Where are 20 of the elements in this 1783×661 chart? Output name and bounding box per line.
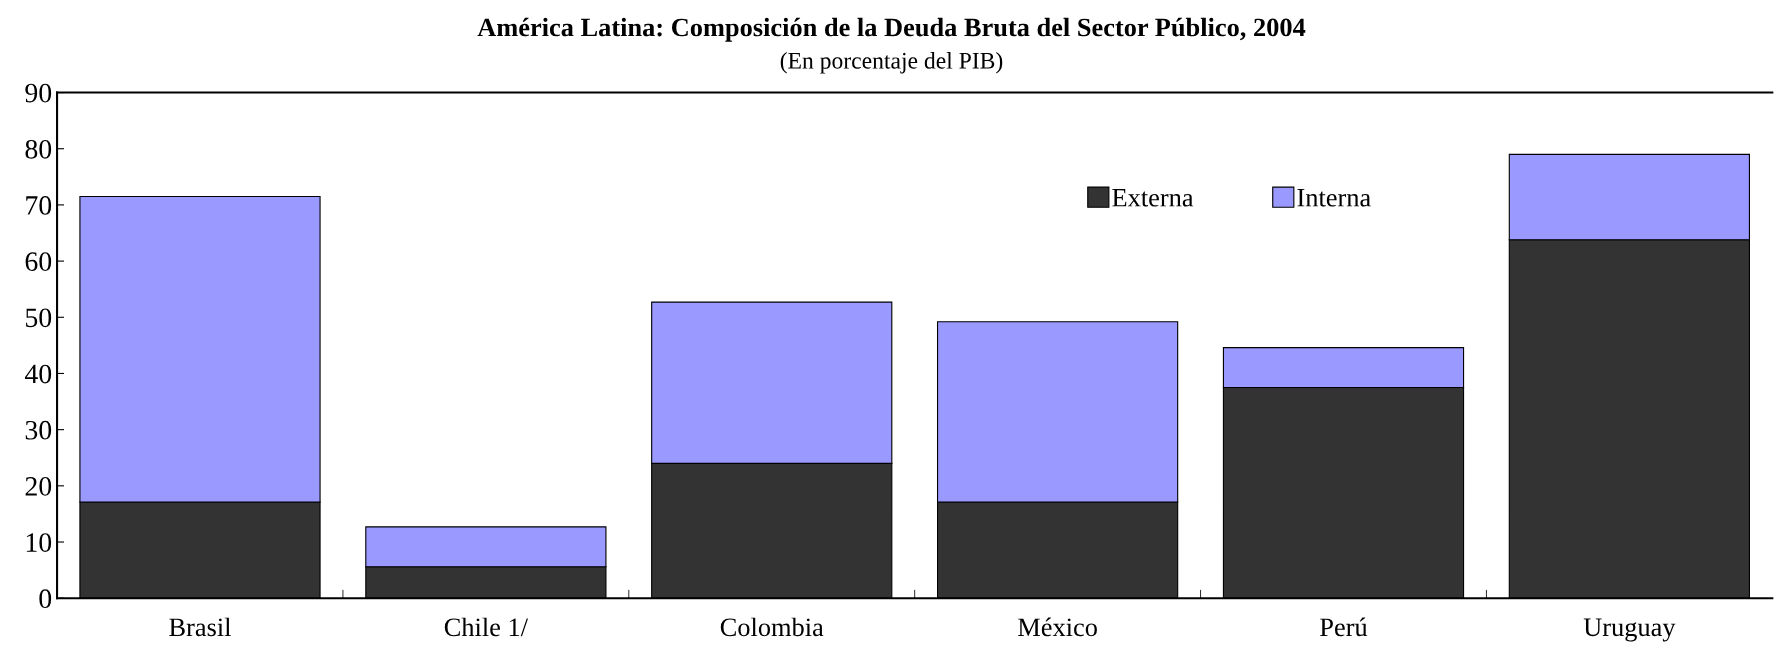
- chart-subtitle: (En porcentaje del PIB): [780, 52, 1003, 74]
- x-tick-label: Perú: [1320, 617, 1368, 637]
- y-tick-label: 60: [25, 252, 52, 272]
- y-tick-label: 30: [25, 420, 52, 440]
- x-tick-label: México: [1018, 617, 1097, 637]
- y-tick-label: 50: [26, 308, 52, 328]
- y-tick-label: 80: [25, 139, 52, 159]
- x-tick-label: Brasil: [169, 617, 231, 637]
- y-tick-label: 40: [24, 364, 52, 384]
- chart-title: América Latina: Composición de la Deuda Bruta del Sector Público, 2004: [477, 17, 1306, 42]
- legend-label: Interna: [1297, 189, 1371, 207]
- y-tick-label: 0: [39, 589, 52, 609]
- legend-label: Externa: [1112, 189, 1194, 207]
- y-tick-label: 10: [26, 533, 52, 552]
- y-tick-label: 70: [26, 196, 52, 215]
- x-tick-label: Chile 1/: [444, 617, 529, 637]
- x-tick-label: Uruguay: [1583, 618, 1676, 642]
- x-tick-label: Colombia: [720, 617, 824, 637]
- y-tick-label: 20: [25, 477, 52, 496]
- y-tick-label: 90: [25, 83, 52, 103]
